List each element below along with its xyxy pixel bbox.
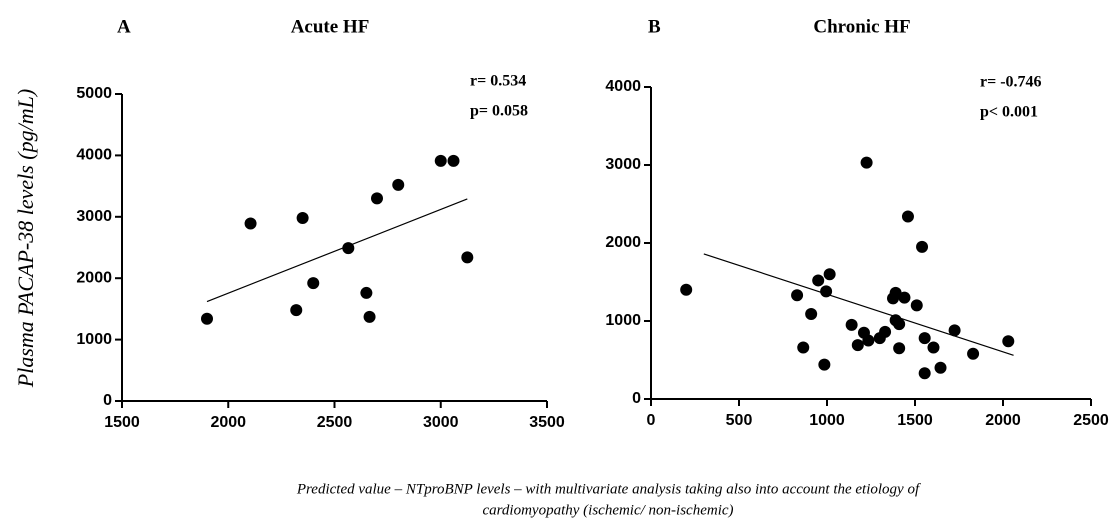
x-tick-label: 1500 (104, 414, 140, 431)
y-tick-label: 4000 (76, 147, 112, 164)
annotation: p< 0.001 (980, 104, 1038, 121)
point (889, 286, 902, 299)
trend-line (206, 198, 468, 303)
point (851, 339, 864, 352)
point (290, 304, 303, 317)
point (812, 274, 825, 287)
point (934, 361, 947, 374)
y-tick-label: 1000 (76, 331, 112, 348)
x-tick-label: 1500 (897, 412, 933, 429)
y-tick-label: 4000 (605, 78, 641, 95)
point (898, 291, 911, 304)
point (805, 307, 818, 320)
chart-title: Chronic HF (813, 16, 910, 37)
point (201, 312, 213, 325)
point (967, 347, 980, 360)
x-tick-label: 2500 (1073, 412, 1109, 429)
point (342, 242, 355, 255)
point (791, 289, 804, 302)
y-tick-label: 0 (103, 392, 112, 409)
point (447, 154, 460, 167)
y-axis-label: Plasma PACAP-38 levels (pg/mL) (13, 89, 38, 388)
point (901, 210, 914, 223)
point (916, 240, 929, 253)
point (244, 217, 257, 230)
point (927, 341, 940, 354)
caption: Predicted value – NTproBNP levels – with… (296, 481, 921, 497)
point (845, 318, 858, 331)
y-tick-label: 3000 (76, 208, 112, 225)
y-tick-label: 0 (632, 390, 641, 407)
point (392, 178, 405, 191)
x-tick-label: 3500 (529, 414, 565, 431)
y-tick-label: 5000 (76, 85, 112, 102)
point (307, 277, 320, 290)
y-tick-label: 2000 (605, 234, 641, 251)
panel-letter: B (648, 16, 661, 37)
point (820, 285, 833, 298)
point (910, 299, 923, 312)
trend-line (703, 253, 1014, 356)
annotation: r= 0.534 (470, 73, 526, 90)
point (862, 334, 875, 347)
x-tick-label: 0 (647, 412, 656, 429)
point (797, 341, 810, 354)
y-tick-label: 3000 (605, 156, 641, 173)
annotation: p= 0.058 (470, 103, 528, 120)
chart-title: Acute HF (291, 16, 370, 37)
point (893, 318, 906, 331)
x-tick-label: 2500 (317, 414, 353, 431)
panel-letter: A (117, 16, 131, 37)
point (948, 324, 961, 337)
point (860, 156, 873, 169)
point (371, 192, 383, 205)
x-tick-label: 2000 (985, 412, 1021, 429)
y-tick-label: 1000 (605, 312, 641, 329)
point (823, 268, 836, 281)
point (918, 367, 931, 380)
point (818, 358, 831, 371)
point (434, 154, 447, 167)
point (1002, 335, 1015, 348)
point (360, 286, 373, 299)
x-tick-label: 1000 (809, 412, 845, 429)
point (461, 251, 474, 264)
point (918, 332, 931, 345)
y-tick-label: 2000 (76, 269, 112, 286)
point (296, 212, 309, 225)
x-tick-label: 500 (726, 412, 753, 429)
point (893, 342, 906, 355)
point (680, 283, 693, 296)
caption: cardiomyopathy (ischemic/ non-ischemic) (482, 502, 733, 518)
x-tick-label: 3000 (423, 414, 459, 431)
annotation: r= -0.746 (980, 74, 1042, 91)
x-tick-label: 2000 (210, 414, 246, 431)
point (363, 310, 376, 323)
point (879, 325, 892, 338)
